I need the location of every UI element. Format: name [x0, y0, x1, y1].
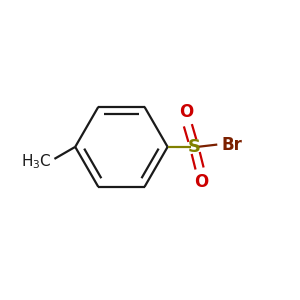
Text: S: S [188, 138, 201, 156]
Text: H$_3$C: H$_3$C [21, 152, 52, 171]
Text: O: O [179, 103, 193, 121]
Text: Br: Br [221, 136, 242, 154]
Text: O: O [194, 173, 208, 191]
